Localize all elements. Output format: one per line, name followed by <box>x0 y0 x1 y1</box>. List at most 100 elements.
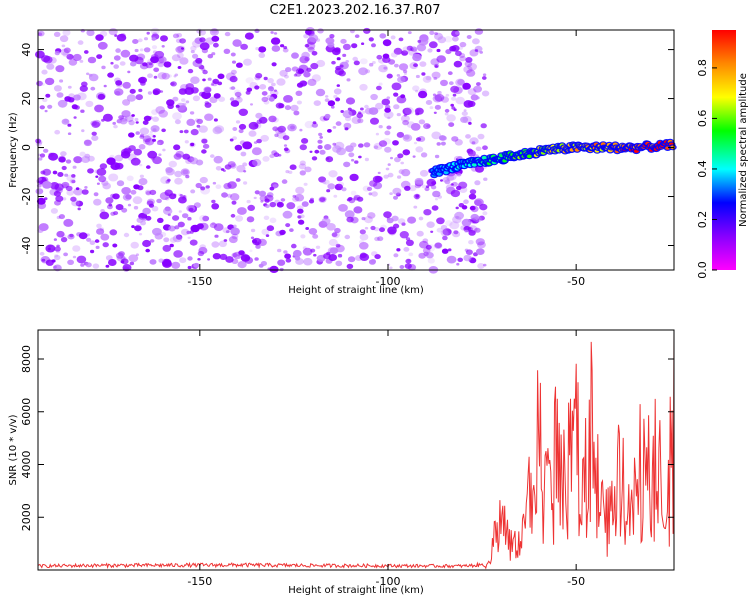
noise-blob <box>130 241 139 249</box>
noise-blob <box>295 186 305 195</box>
noise-blob <box>113 88 124 96</box>
noise-blob <box>95 175 99 178</box>
noise-blob <box>173 75 177 78</box>
noise-blob <box>91 135 99 142</box>
noise-blob <box>433 111 437 115</box>
noise-blob <box>383 110 394 119</box>
noise-blob <box>87 56 97 64</box>
noise-blob <box>386 73 393 79</box>
noise-blob <box>225 230 230 234</box>
noise-blob <box>232 39 242 47</box>
noise-blob <box>418 252 427 259</box>
noise-blob <box>100 209 105 213</box>
noise-blob <box>53 85 62 92</box>
noise-blob <box>62 51 71 58</box>
noise-blob <box>274 89 277 92</box>
colorbar-label: Normalized spectral amplitude <box>738 73 749 227</box>
noise-blob <box>255 112 263 119</box>
noise-blob <box>142 138 151 145</box>
noise-blob <box>456 262 460 266</box>
noise-blob <box>236 165 246 173</box>
noise-blob <box>434 242 442 249</box>
noise-blob <box>475 238 485 246</box>
noise-blob <box>465 134 471 139</box>
noise-blob <box>192 53 199 59</box>
noise-blob <box>93 198 102 206</box>
noise-blob <box>324 144 332 150</box>
noise-blob <box>431 205 439 211</box>
noise-blob <box>60 151 67 157</box>
noise-blob <box>36 197 46 205</box>
noise-blob <box>455 206 459 210</box>
noise-blob <box>466 35 472 39</box>
x-tick-label: -50 <box>567 275 585 288</box>
noise-blob <box>170 81 177 87</box>
noise-blob <box>331 60 336 65</box>
noise-blob <box>79 59 84 63</box>
noise-blob <box>322 197 327 201</box>
noise-blob <box>446 229 452 234</box>
noise-blob <box>182 195 186 198</box>
noise-blob <box>336 147 346 156</box>
noise-blob <box>268 115 277 123</box>
noise-blob <box>57 172 64 177</box>
noise-blob <box>90 86 96 91</box>
noise-blob <box>377 236 384 242</box>
noise-blob <box>406 121 416 128</box>
noise-blob <box>193 262 200 268</box>
noise-blob <box>359 58 368 65</box>
noise-blob <box>297 215 302 219</box>
noise-blob <box>346 263 354 269</box>
noise-blob <box>333 88 342 95</box>
noise-blob <box>390 156 393 160</box>
noise-blob <box>119 115 128 122</box>
noise-blob <box>72 255 77 259</box>
noise-blob <box>463 109 467 112</box>
noise-blob <box>237 261 247 269</box>
noise-blob <box>53 238 58 241</box>
spectrogram-panel: -150 -100 -50 -40 -20 0 20 40 Height of straig… <box>8 27 677 296</box>
noise-blob <box>482 73 487 77</box>
noise-blob <box>135 253 139 256</box>
noise-blob <box>346 78 351 82</box>
noise-blob <box>161 45 165 48</box>
noise-blob <box>253 141 258 144</box>
noise-blob <box>328 170 338 178</box>
noise-blob <box>248 130 257 137</box>
noise-blob <box>396 113 401 117</box>
noise-blob <box>429 106 434 110</box>
noise-blob <box>127 70 131 74</box>
noise-blob <box>211 199 216 204</box>
snr-x-ticks: -150 -100 -50 <box>187 330 585 588</box>
noise-blob <box>182 153 191 160</box>
noise-blob <box>239 140 246 145</box>
colorbar-tick-label: 0.8 <box>696 59 709 77</box>
x-tick-label: -150 <box>187 575 212 588</box>
noise-blob <box>99 211 110 220</box>
noise-blob <box>270 31 274 34</box>
noise-blob <box>150 125 160 133</box>
noise-blob <box>470 94 479 101</box>
noise-blob <box>342 43 351 51</box>
noise-blob <box>108 28 118 36</box>
noise-blob <box>284 148 291 154</box>
noise-blob <box>445 184 454 191</box>
noise-blob <box>430 230 434 233</box>
noise-blob <box>162 259 172 268</box>
noise-blob <box>134 225 142 232</box>
noise-blob <box>299 160 306 166</box>
noise-blob <box>99 163 108 170</box>
noise-blob <box>41 258 46 262</box>
noise-blob <box>132 39 139 44</box>
noise-blob <box>179 57 189 65</box>
noise-blob <box>477 133 485 140</box>
noise-blob <box>469 137 479 145</box>
noise-blob <box>276 78 286 86</box>
noise-blob <box>255 72 263 79</box>
noise-blob <box>233 89 241 96</box>
noise-blob <box>190 76 200 84</box>
noise-blob <box>248 121 259 130</box>
noise-blob <box>442 228 452 236</box>
noise-blob <box>238 250 245 256</box>
noise-blob <box>335 97 341 102</box>
